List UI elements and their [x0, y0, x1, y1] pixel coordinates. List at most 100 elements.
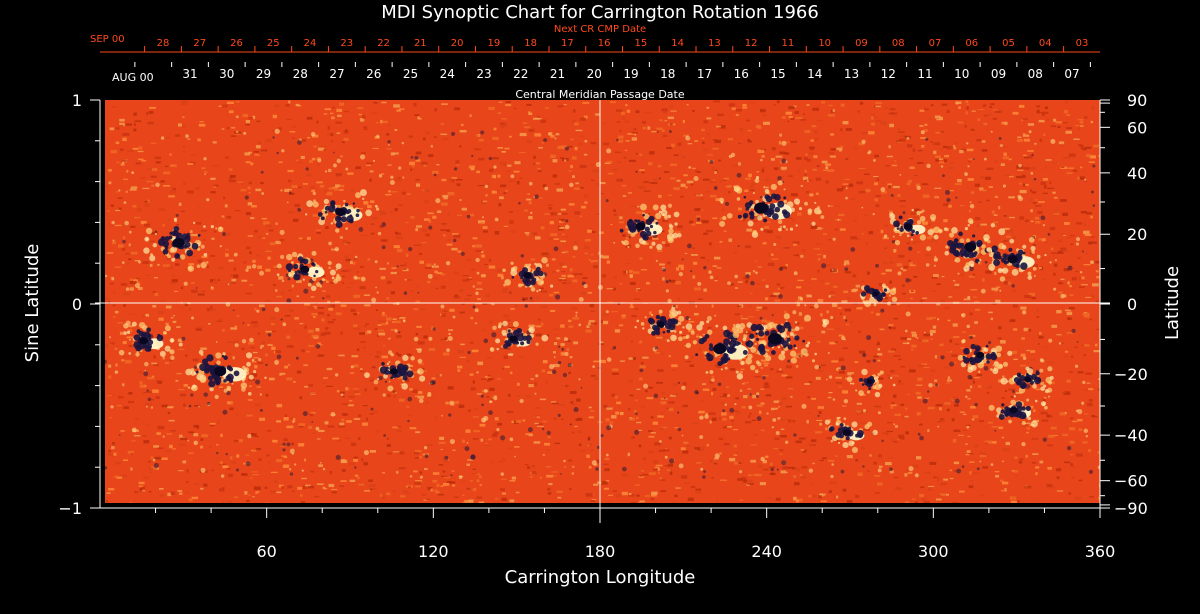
texture-speck	[636, 110, 640, 113]
texture-speck	[1030, 198, 1032, 201]
texture-speck	[533, 156, 535, 159]
texture-speck	[368, 354, 372, 355]
texture-speck	[576, 398, 581, 401]
texture-speck	[262, 238, 265, 239]
texture-speck	[694, 140, 698, 142]
texture-speck	[504, 366, 509, 368]
texture-speck	[395, 236, 397, 238]
texture-speck	[1088, 449, 1091, 452]
network-speck	[277, 355, 282, 360]
network-speck	[282, 443, 285, 446]
texture-speck	[770, 463, 773, 466]
network-speck	[446, 261, 450, 265]
texture-speck	[122, 160, 128, 161]
cmp-date-label: 12	[881, 67, 896, 81]
network-speck	[1043, 437, 1047, 441]
texture-speck	[561, 209, 566, 211]
texture-speck	[322, 382, 326, 383]
network-speck	[893, 423, 895, 425]
texture-speck	[441, 485, 444, 487]
texture-speck	[524, 209, 528, 211]
texture-speck	[673, 383, 677, 385]
texture-speck	[495, 498, 498, 499]
texture-speck	[300, 494, 303, 496]
network-speck	[662, 268, 665, 271]
texture-speck	[1024, 157, 1029, 159]
texture-speck	[801, 449, 805, 451]
network-speck	[908, 466, 913, 471]
network-speck	[296, 357, 299, 360]
network-speck	[360, 154, 365, 159]
texture-speck	[106, 186, 108, 188]
texture-speck	[928, 488, 932, 491]
texture-speck	[427, 281, 431, 283]
texture-speck	[183, 145, 186, 148]
network-speck	[862, 465, 864, 467]
texture-speck	[643, 181, 649, 183]
network-speck	[129, 339, 131, 341]
x-axis-label: Carrington Longitude	[505, 567, 696, 588]
texture-speck	[660, 477, 662, 479]
network-speck	[924, 332, 926, 334]
network-speck	[475, 258, 479, 262]
texture-speck	[963, 414, 967, 415]
texture-speck	[497, 269, 502, 272]
texture-speck	[115, 210, 120, 211]
texture-speck	[140, 385, 146, 386]
texture-speck	[386, 321, 388, 324]
texture-speck	[745, 331, 751, 334]
texture-speck	[685, 187, 688, 189]
network-speck	[760, 196, 762, 198]
texture-speck	[474, 149, 481, 151]
texture-speck	[120, 320, 125, 321]
network-speck	[1002, 461, 1004, 463]
network-speck	[477, 272, 480, 275]
texture-speck	[888, 457, 894, 458]
network-speck	[772, 418, 776, 422]
texture-speck	[381, 102, 386, 103]
texture-speck	[183, 403, 185, 406]
texture-speck	[425, 189, 430, 192]
texture-speck	[1075, 125, 1079, 126]
network-speck	[754, 343, 757, 346]
texture-speck	[418, 118, 422, 119]
texture-speck	[321, 146, 326, 148]
texture-speck	[160, 494, 164, 497]
texture-speck	[633, 128, 636, 130]
texture-speck	[548, 437, 551, 438]
texture-speck	[924, 108, 929, 110]
network-speck	[999, 137, 1002, 140]
texture-speck	[688, 143, 693, 144]
texture-speck	[916, 456, 921, 459]
texture-speck	[875, 204, 879, 207]
texture-speck	[797, 170, 799, 172]
texture-speck	[382, 312, 385, 315]
texture-speck	[910, 167, 915, 170]
texture-speck	[796, 500, 799, 503]
network-speck	[485, 185, 488, 188]
network-speck	[417, 348, 422, 353]
texture-speck	[275, 222, 278, 224]
texture-speck	[657, 369, 664, 372]
network-speck	[1022, 310, 1026, 314]
texture-speck	[627, 110, 630, 113]
network-speck	[873, 213, 875, 215]
texture-speck	[534, 441, 541, 443]
cmp-date-label: 20	[587, 67, 602, 81]
texture-speck	[340, 236, 343, 238]
texture-speck	[815, 138, 819, 141]
network-speck	[124, 201, 127, 204]
network-speck	[451, 132, 455, 136]
texture-speck	[806, 295, 811, 297]
texture-speck	[540, 291, 547, 293]
texture-speck	[958, 435, 964, 436]
texture-speck	[457, 215, 462, 216]
texture-speck	[858, 330, 860, 333]
next-cr-date-label: 16	[598, 38, 611, 49]
texture-speck	[616, 402, 621, 405]
texture-speck	[716, 500, 718, 502]
network-speck	[355, 256, 358, 259]
texture-speck	[574, 188, 580, 190]
network-speck	[390, 180, 395, 185]
texture-speck	[455, 160, 459, 163]
